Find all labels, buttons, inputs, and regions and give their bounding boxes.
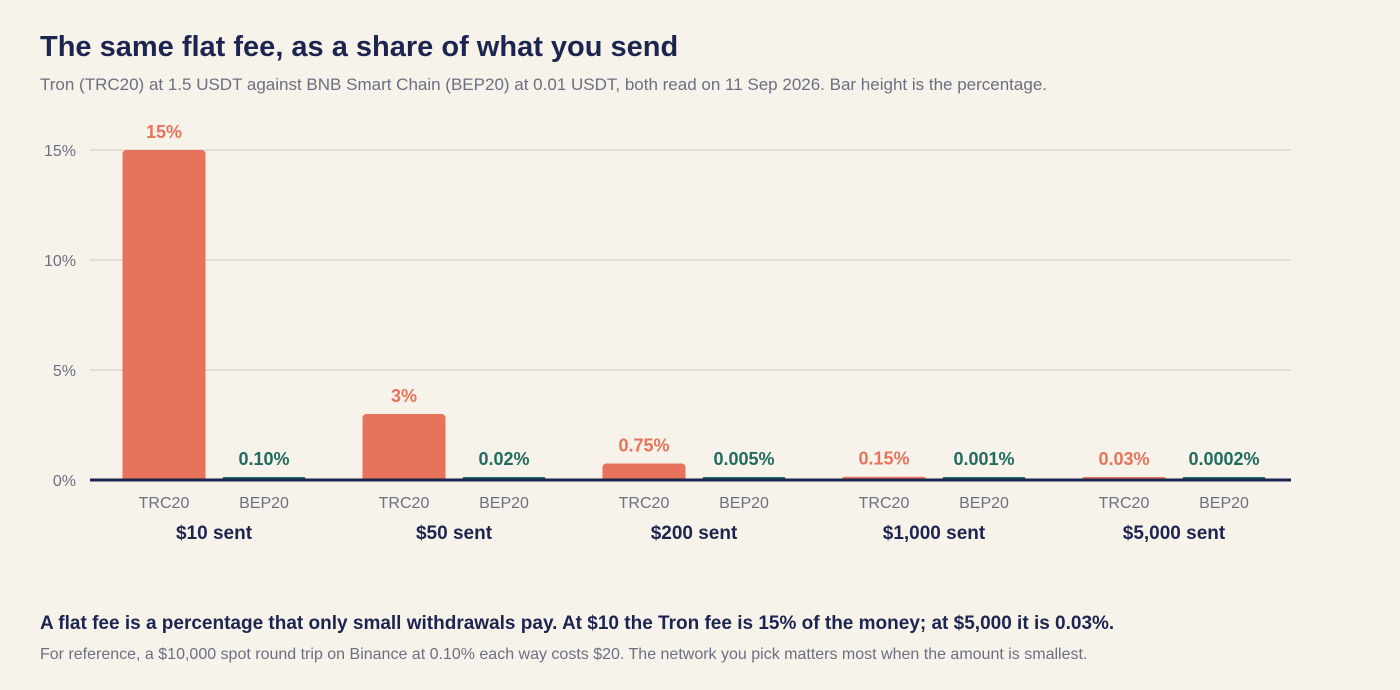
data-label-bep20: 0.02%: [478, 449, 529, 469]
series-tick-label: BEP20: [719, 495, 769, 512]
data-label-bep20: 0.0002%: [1188, 449, 1259, 469]
series-tick-label: TRC20: [379, 495, 430, 512]
category-label: $5,000 sent: [1123, 523, 1226, 544]
chart-subtitle: Tron (TRC20) at 1.5 USDT against BNB Sma…: [40, 75, 1047, 94]
series-tick-label: BEP20: [959, 495, 1009, 512]
data-label-trc20: 15%: [146, 122, 182, 142]
series-tick-label: BEP20: [479, 495, 529, 512]
series-tick-label: TRC20: [139, 495, 190, 512]
bar-trc20: [362, 414, 446, 481]
category-label: $50 sent: [416, 523, 493, 544]
category-label: $1,000 sent: [883, 523, 986, 544]
data-label-trc20: 0.03%: [1098, 449, 1149, 469]
data-label-bep20: 0.001%: [953, 449, 1014, 469]
data-label-bep20: 0.005%: [713, 449, 774, 469]
category-label: $10 sent: [176, 523, 253, 544]
series-tick-label: BEP20: [1199, 495, 1249, 512]
data-label-trc20: 3%: [391, 386, 417, 406]
reference-note: For reference, a $10,000 spot round trip…: [40, 646, 1088, 663]
chart-title: The same flat fee, as a share of what yo…: [40, 31, 679, 63]
category-label: $200 sent: [651, 523, 738, 544]
y-tick-label: 15%: [44, 143, 76, 160]
bar-trc20: [122, 150, 206, 481]
takeaway-text: A flat fee is a percentage that only sma…: [40, 613, 1115, 634]
data-label-trc20: 0.15%: [858, 449, 909, 469]
y-tick-label: 10%: [44, 253, 76, 270]
series-tick-label: TRC20: [1099, 495, 1150, 512]
fee-share-bar-chart: 0% 5% 10% 15% 15% TRC20 0.10% BEP20 $10 sent 3% TR…: [44, 122, 1291, 544]
series-tick-label: TRC20: [619, 495, 670, 512]
y-tick-label: 5%: [53, 363, 76, 380]
series-tick-label: TRC20: [859, 495, 910, 512]
y-tick-label: 0%: [53, 473, 76, 490]
data-label-bep20: 0.10%: [238, 449, 289, 469]
series-tick-label: BEP20: [239, 495, 289, 512]
data-label-trc20: 0.75%: [618, 436, 669, 456]
bar-trc20: [602, 463, 686, 481]
